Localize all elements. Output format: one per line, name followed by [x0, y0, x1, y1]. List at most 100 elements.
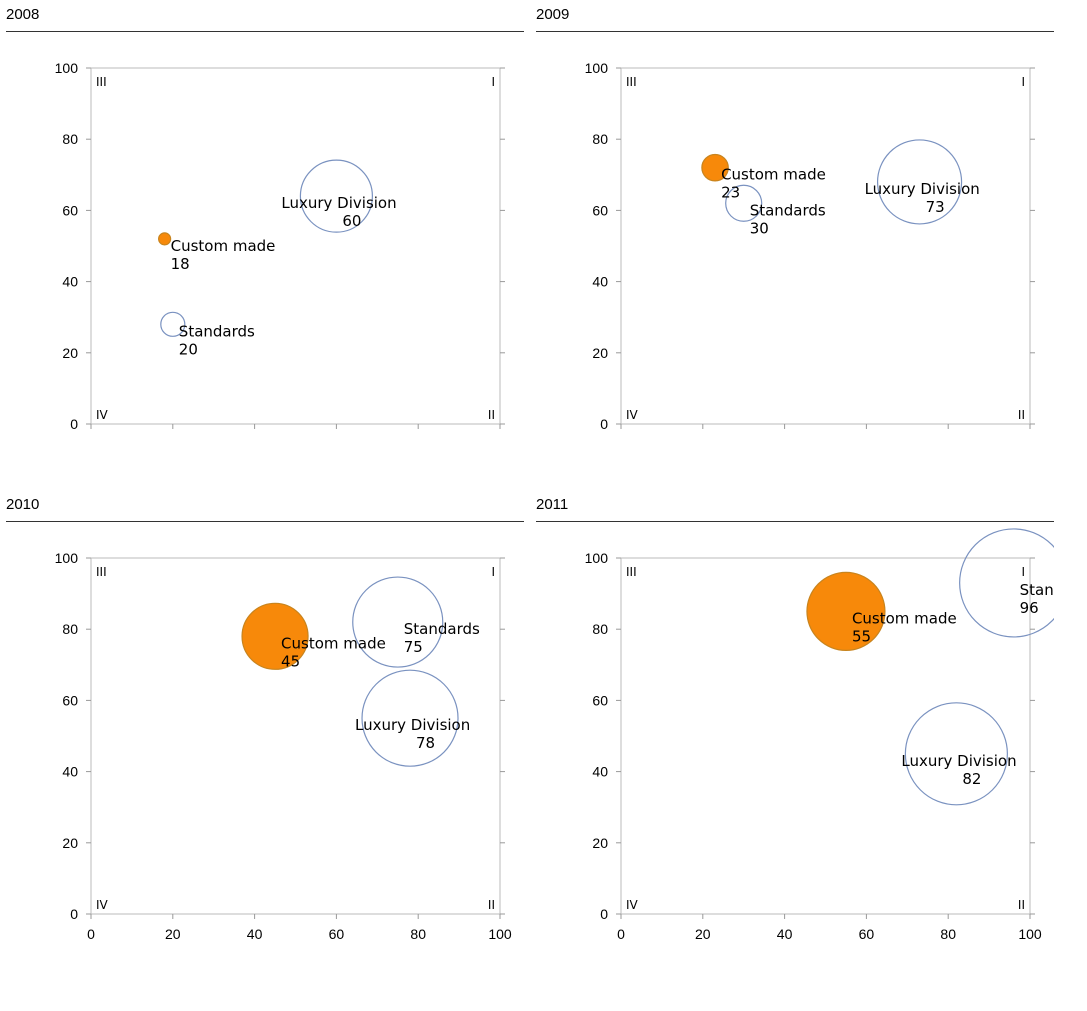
- bubble: [876, 139, 963, 225]
- bubble-name-label: Luxury Division: [281, 194, 396, 212]
- quadrant-label-top-left: III: [96, 565, 107, 579]
- y-tick-label: 60: [62, 692, 78, 708]
- bubble: [299, 159, 373, 233]
- y-tick-label: 40: [62, 764, 78, 780]
- y-tick-label: 0: [600, 906, 608, 922]
- bubble-value-label: 82: [962, 770, 981, 788]
- plot-area-frame: [90, 67, 501, 425]
- bubble-value-label: 55: [852, 627, 871, 645]
- bubble-value-label: 75: [404, 638, 423, 656]
- y-tick-label: 100: [585, 550, 609, 566]
- y-tick-label: 20: [592, 345, 608, 361]
- chart-panel-3: 2010 0 20 40 60 80 100 0 20 40 60 80 100 III I IV II Cus…: [6, 496, 524, 956]
- panel-title: 2008: [6, 6, 40, 23]
- quadrant-label-top-right: I: [1021, 75, 1025, 89]
- panel-title: 2009: [536, 6, 570, 23]
- plot-area-frame: [620, 67, 1031, 425]
- panel-divider: [6, 521, 524, 522]
- quadrant-label-top-left: III: [626, 565, 637, 579]
- y-tick-label: 20: [62, 835, 78, 851]
- bubble-name-label: Custom made: [171, 237, 276, 255]
- quadrant-label-bottom-right: II: [1018, 408, 1025, 422]
- x-tick-label: 0: [617, 926, 625, 942]
- bubble-name-label: Luxury Division: [865, 180, 980, 198]
- quadrant-label-bottom-left: IV: [626, 408, 639, 422]
- quadrant-label-bottom-left: IV: [626, 898, 639, 912]
- plot-area-frame: [620, 557, 1031, 915]
- x-tick-label: 20: [695, 926, 711, 942]
- bubble-value-label: 73: [926, 198, 945, 216]
- bubble: [959, 528, 1054, 638]
- panel-divider: [536, 31, 1054, 32]
- x-tick-label: 60: [859, 926, 875, 942]
- chart-panel-4: 2011 0 20 40 60 80 100 0 20 40 60 80 100 III I IV II Cus…: [536, 496, 1054, 956]
- x-tick-label: 20: [165, 926, 181, 942]
- bubble: [725, 184, 763, 222]
- y-tick-label: 80: [62, 621, 78, 637]
- bubble: [160, 311, 186, 337]
- y-tick-label: 20: [592, 835, 608, 851]
- quadrant-label-top-right: I: [1021, 565, 1025, 579]
- quadrant-label-top-left: III: [96, 75, 107, 89]
- x-tick-label: 60: [329, 926, 345, 942]
- x-tick-label: 40: [247, 926, 263, 942]
- y-tick-label: 20: [62, 345, 78, 361]
- bubble-value-label: 60: [342, 212, 361, 230]
- bubble-value-label: 30: [750, 219, 769, 237]
- bubble: [361, 669, 459, 767]
- bubble-name-label: Custom made: [281, 634, 386, 652]
- y-tick-label: 60: [592, 692, 608, 708]
- y-tick-label: 0: [70, 416, 78, 432]
- chart-panel-2: 2009 0 20 40 60 80 100 III I IV II Custom made 23 Lu…: [536, 6, 1054, 466]
- y-tick-label: 80: [592, 621, 608, 637]
- quadrant-label-top-left: III: [626, 75, 637, 89]
- panel-divider: [536, 521, 1054, 522]
- bubble: [352, 576, 444, 668]
- y-tick-label: 100: [585, 60, 609, 76]
- plot-area-frame: [90, 557, 501, 915]
- bubble-value-label: 96: [1020, 599, 1039, 617]
- bubble-value-label: 20: [179, 340, 198, 358]
- x-tick-label: 80: [940, 926, 956, 942]
- panel-title: 2010: [6, 496, 40, 513]
- y-tick-label: 100: [55, 550, 79, 566]
- bubble-name-label: Standards: [750, 201, 826, 219]
- y-tick-label: 60: [62, 202, 78, 218]
- y-tick-label: 0: [70, 906, 78, 922]
- bubble: [158, 232, 172, 246]
- bubble: [701, 153, 729, 182]
- y-tick-label: 40: [62, 274, 78, 290]
- bubble-value-label: 18: [171, 255, 190, 273]
- bubble-name-label: Custom made: [721, 166, 826, 184]
- bubble-name-label: Standards: [404, 620, 480, 638]
- y-tick-label: 80: [592, 131, 608, 147]
- bubble: [806, 571, 886, 652]
- bubble-name-label: Standards: [1020, 581, 1054, 599]
- y-tick-label: 40: [592, 274, 608, 290]
- bubble-value-label: 23: [721, 184, 740, 202]
- x-tick-label: 40: [777, 926, 793, 942]
- y-tick-label: 0: [600, 416, 608, 432]
- bubble-name-label: Standards: [179, 322, 255, 340]
- bubble-name-label: Luxury Division: [355, 716, 470, 734]
- x-tick-label: 80: [410, 926, 426, 942]
- x-tick-label: 100: [1018, 926, 1042, 942]
- y-tick-label: 60: [592, 202, 608, 218]
- x-tick-label: 0: [87, 926, 95, 942]
- quadrant-label-bottom-left: IV: [96, 408, 109, 422]
- panel-title: 2011: [536, 496, 569, 513]
- quadrant-label-bottom-right: II: [488, 898, 495, 912]
- chart-panel-1: 2008 0 20 40 60 80 100 III I IV II Luxury Division…: [6, 6, 524, 466]
- quadrant-label-bottom-right: II: [488, 408, 495, 422]
- bubble-value-label: 78: [416, 734, 435, 752]
- bubble-value-label: 45: [281, 652, 300, 670]
- x-tick-label: 100: [488, 926, 512, 942]
- quadrant-label-top-right: I: [491, 565, 495, 579]
- panel-divider: [6, 31, 524, 32]
- y-tick-label: 80: [62, 131, 78, 147]
- quadrant-label-bottom-left: IV: [96, 898, 109, 912]
